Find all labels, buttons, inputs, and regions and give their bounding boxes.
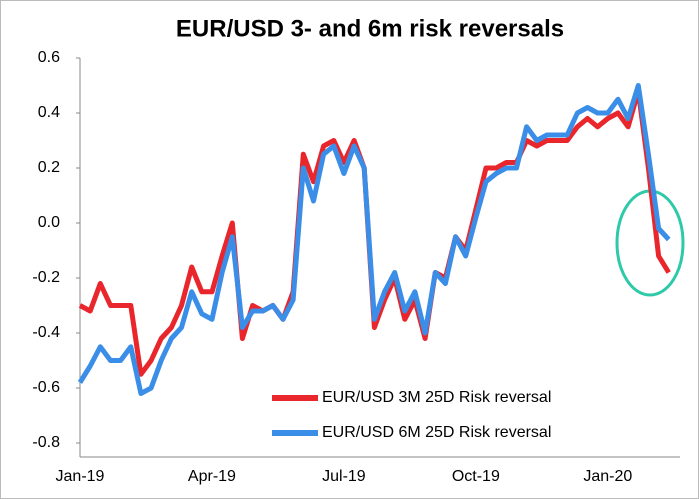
- x-tick-label: Jul-19: [322, 468, 366, 485]
- x-tick-label: Jan-19: [56, 468, 105, 485]
- legend-label: EUR/USD 3M 25D Risk reversal: [322, 389, 551, 406]
- legend-label: EUR/USD 6M 25D Risk reversal: [322, 424, 551, 441]
- chart-title: EUR/USD 3- and 6m risk reversals: [176, 15, 564, 42]
- y-tick-label: 0.0: [38, 214, 60, 231]
- x-tick-label: Jan-20: [583, 468, 632, 485]
- x-tick-label: Oct-19: [452, 468, 500, 485]
- series-line: [78, 88, 671, 377]
- y-tick-label: 0.2: [38, 159, 60, 176]
- y-tick-label: -0.6: [32, 379, 60, 396]
- y-tick-label: -0.8: [32, 434, 60, 451]
- y-tick-label: 0.4: [38, 104, 60, 121]
- x-tick-label: Apr-19: [188, 468, 236, 485]
- series-line: [77, 83, 671, 396]
- y-tick-label: -0.4: [32, 324, 60, 341]
- y-tick-label: 0.6: [38, 49, 60, 66]
- y-tick-label: -0.2: [32, 269, 60, 286]
